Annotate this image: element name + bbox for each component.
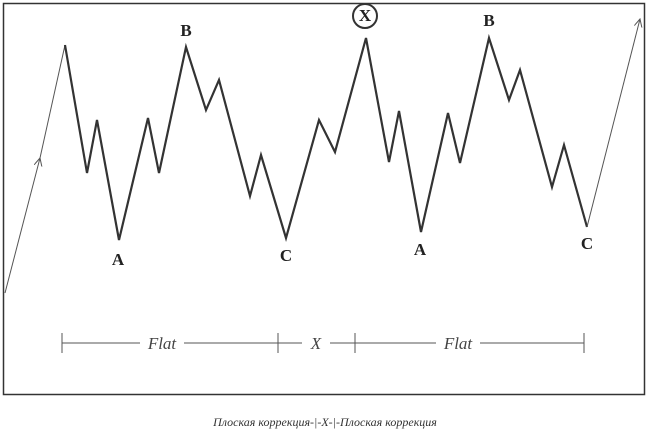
wave-label: B (483, 11, 494, 30)
segment-label: Flat (147, 334, 178, 353)
wave-label: A (414, 240, 427, 259)
wave-label: C (581, 234, 593, 253)
segment-label: Flat (443, 334, 474, 353)
wave-label: C (280, 246, 292, 265)
wave (63, 33, 589, 242)
exit-line (586, 19, 640, 228)
segment-label: X (310, 334, 322, 353)
wave-label: X (359, 6, 372, 25)
wave-label: A (112, 250, 125, 269)
caption: Плоская коррекция-|-X-|-Плоская коррекци… (212, 415, 437, 429)
frame (2, 2, 646, 396)
x-circle (352, 3, 378, 29)
wave-label: B (180, 21, 191, 40)
bracket (61, 333, 585, 353)
entry-line (4, 44, 66, 294)
